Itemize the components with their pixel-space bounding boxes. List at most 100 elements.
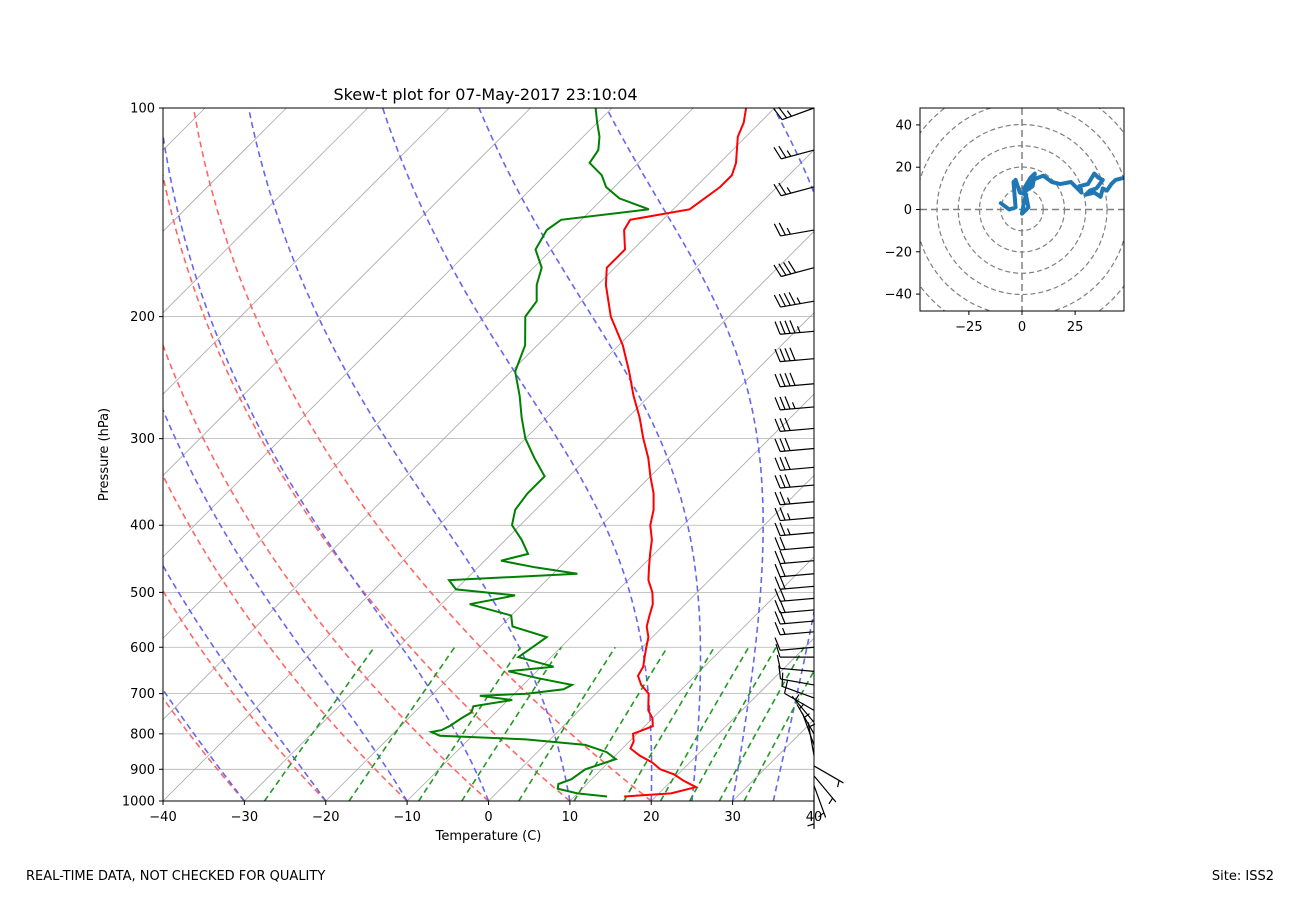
barb-full [779,599,786,613]
dry-adiabat [163,171,571,801]
isotherm-line [163,108,369,314]
barb-staff [780,330,815,335]
wind-barb [774,474,815,489]
barb-full [778,263,787,276]
wind-barb [774,637,815,651]
barb-staff [780,620,815,625]
barb-full [781,672,784,687]
x-axis-ticks: −40 −30 −20 −10 0 10 20 30 40 [149,801,822,825]
barb-staff [781,186,815,197]
barb-staff [780,631,815,636]
barb-half [828,797,834,805]
barb-staff [781,149,815,160]
hodograph-line [998,171,1124,216]
barb-full [774,600,781,614]
y-axis-ticks: 1000 900 800 700 600 500 400 300 200 100 [122,102,163,810]
barb-full [773,223,782,237]
wind-barb [783,679,815,711]
hodograph-x-tick-label: 0 [1018,320,1026,335]
barb-full [775,643,781,658]
barb-full [774,373,781,387]
wind-barb [796,703,815,735]
barb-full [779,320,786,335]
hodograph-y-tick-label: −40 [885,288,912,303]
hodograph-ticks: −25 0 25 −40 −20 0 20 40 [885,118,1084,335]
barb-half [794,694,800,701]
barb-full [779,348,786,362]
wind-barb [773,222,815,237]
x-tick-label: 30 [724,810,741,825]
barb-staff [780,406,815,411]
barb-full [779,457,786,471]
barb-full [779,418,786,432]
y-tick-label: 800 [130,727,155,742]
moist-adiabat [163,129,490,801]
isotherm-line [163,108,694,639]
barb-staff [780,383,815,388]
barb-staff [781,267,815,278]
barb-full [788,292,796,305]
x-axis-label: Temperature (C) [435,829,542,844]
wind-barb [773,182,815,197]
mixing-ratio-line [263,646,375,801]
hodograph-trace [998,171,1124,216]
isotherm-line [163,108,613,558]
barb-full [784,320,791,334]
wind-barb [774,599,815,614]
y-tick-label: 1000 [122,795,155,810]
barb-staff [780,609,815,614]
x-tick-label: 0 [484,810,492,825]
wind-barb [773,292,815,308]
wind-barb [774,522,815,537]
moist-adiabat [772,108,814,801]
mixing-ratio-line [743,669,814,801]
barb-half [808,723,816,728]
x-tick-label: −40 [149,810,176,825]
dry-adiabat [163,473,408,801]
y-tick-label: 500 [130,586,155,601]
hodograph-x-tick-label: −25 [955,320,982,335]
wind-barb [774,536,815,551]
skewt-chart: −40 −30 −20 −10 0 10 20 30 40 1000 900 800 700 600 50… [97,85,844,844]
barb-half [796,297,801,304]
y-tick-label: 200 [130,310,155,325]
barb-staff [813,765,844,784]
wind-barb [776,654,815,672]
barb-full [779,396,786,410]
chart-title: Skew-t plot for 07-May-2017 23:10:04 [333,85,637,104]
barb-half [796,325,801,333]
wind-barb [813,765,844,788]
barb-full [784,396,791,410]
barb-full [774,507,781,521]
barb-staff [813,785,827,818]
barb-staff [780,573,815,578]
temperature-profile [604,108,748,798]
barb-full [779,474,786,488]
hodograph-chart: −25 0 25 −40 −20 0 20 40 [885,107,1125,335]
barb-full [774,457,781,471]
barb-full [774,550,781,564]
dry-adiabat [192,108,652,801]
barb-staff [780,560,815,565]
x-tick-label: 40 [806,810,823,825]
barb-full [779,550,786,564]
dry-adiabat [163,589,327,801]
dewpoint-profile [428,108,650,798]
barb-half [807,823,815,827]
wind-barb [774,456,815,471]
barb-staff [780,517,815,522]
barb-half [803,713,810,719]
barb-full [787,260,797,273]
hodograph-y-tick-label: 20 [895,161,912,176]
barb-full [783,679,789,694]
barb-full [784,373,791,387]
barb-staff [780,597,815,602]
wind-barb [773,145,815,160]
wind-barbs [773,106,844,829]
mixing-ratio-line [718,646,805,801]
barb-staff [781,107,815,121]
barb-staff [780,646,815,651]
profile-series [428,108,748,798]
barb-full [774,418,781,432]
barb-staff [780,447,815,453]
